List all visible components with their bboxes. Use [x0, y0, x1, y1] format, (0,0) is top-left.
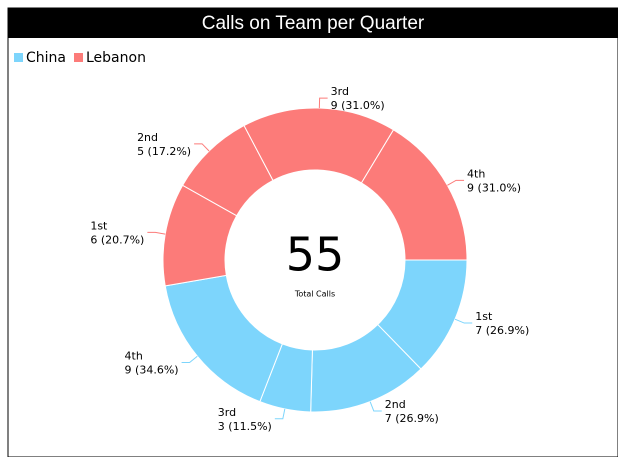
category-label: 3rd: [331, 85, 349, 98]
data-label: 7 (26.9%): [475, 324, 529, 337]
data-label: 9 (34.6%): [125, 364, 179, 377]
data-label: 9 (31.0%): [467, 181, 521, 194]
category-label: 2nd: [137, 131, 158, 144]
data-label: 3 (11.5%): [218, 420, 272, 433]
title-bar: [8, 8, 618, 38]
data-label: 6 (20.7%): [90, 233, 144, 246]
data-label: 9 (31.0%): [331, 99, 385, 112]
category-label: 3rd: [218, 406, 236, 419]
leader-line: [369, 401, 382, 412]
leader-line: [447, 179, 465, 186]
data-label: 7 (26.9%): [385, 412, 439, 425]
legend-swatch: [14, 53, 23, 62]
center-value: 55: [286, 228, 345, 282]
leader-line: [318, 97, 328, 109]
category-label: 4th: [125, 350, 143, 363]
legend-label: Lebanon: [86, 50, 146, 66]
leader-line: [454, 318, 473, 324]
legend-label: China: [26, 50, 66, 66]
category-label: 4th: [467, 167, 485, 180]
leader-line: [147, 231, 166, 235]
leader-line: [181, 355, 198, 364]
category-label: 2nd: [385, 398, 406, 411]
category-label: 1st: [90, 219, 108, 232]
legend-swatch: [74, 53, 83, 62]
leader-line: [194, 143, 210, 152]
center-label: Total Calls: [294, 290, 335, 299]
slice: [360, 129, 468, 261]
chart-title: Calls on Team per Quarter: [202, 13, 425, 34]
category-label: 1st: [475, 310, 493, 323]
leader-line: [274, 408, 286, 420]
data-label: 5 (17.2%): [137, 145, 191, 158]
